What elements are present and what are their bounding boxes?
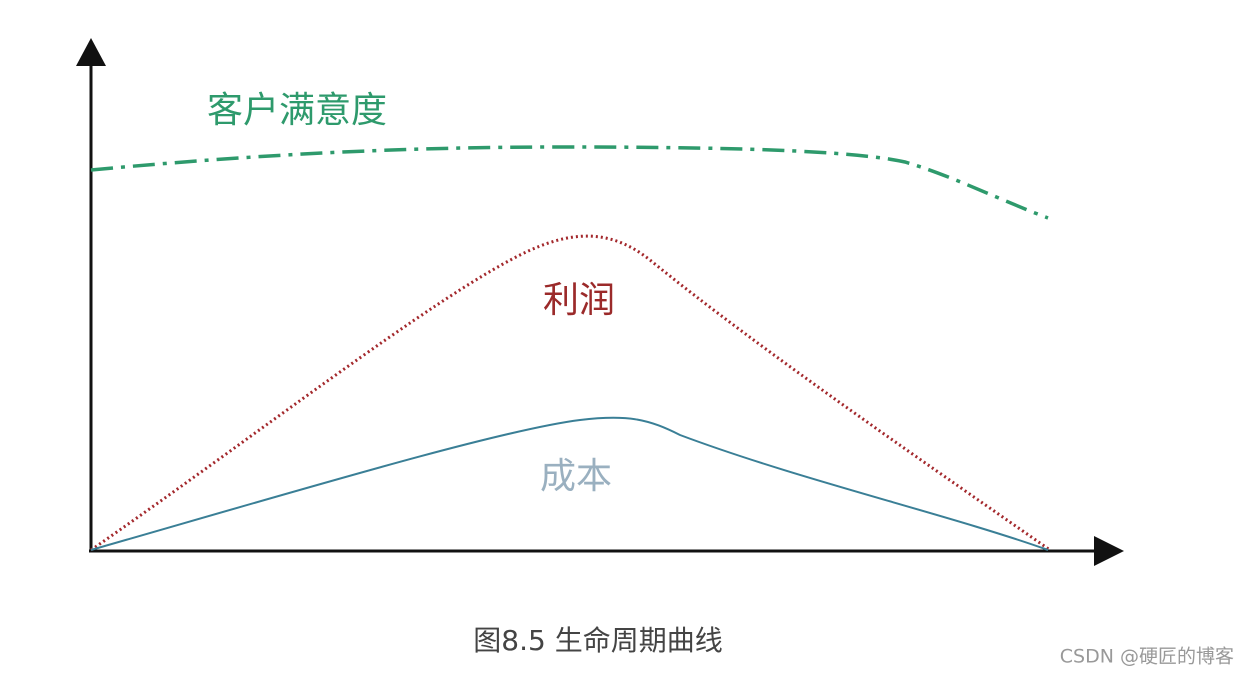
cost-label: 成本 (540, 456, 612, 497)
cost-curve (90, 416, 1049, 551)
satisfaction-curve (90, 145, 1049, 220)
y-axis-arrow (76, 38, 106, 66)
caption: 图8.5 生命周期曲线 (473, 624, 722, 657)
profit-label: 利润 (543, 280, 615, 321)
satisfaction-label: 客户满意度 (207, 90, 387, 131)
x-axis-arrow (1094, 536, 1124, 566)
watermark: CSDN @硬匠的博客 (1060, 646, 1234, 668)
